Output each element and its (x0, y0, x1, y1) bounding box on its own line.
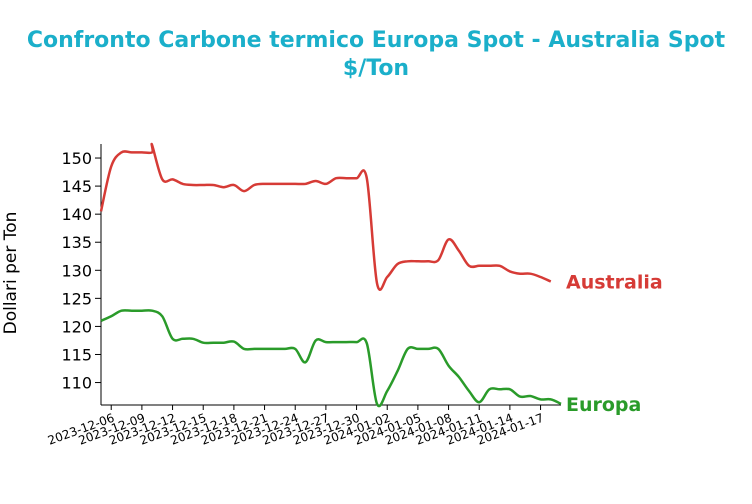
y-tick-label: 120 (61, 317, 92, 336)
y-tick-label: 125 (61, 289, 92, 308)
x-axis-ticks: 2023-12-062023-12-092023-12-122023-12-15… (46, 405, 546, 448)
y-tick-label: 140 (61, 205, 92, 224)
y-tick-label: 150 (61, 149, 92, 168)
series-label-europa: Europa (566, 394, 641, 416)
y-tick-label: 135 (61, 233, 92, 252)
series-label-australia: Australia (566, 272, 663, 294)
y-tick-label: 115 (61, 345, 92, 364)
y-tick-label: 130 (61, 261, 92, 280)
y-tick-label: 110 (61, 374, 92, 393)
y-axis-label: Dollari per Ton (1, 212, 21, 335)
y-axis-ticks: 110 115 120 125 130 135 140 145 150 (61, 149, 101, 393)
series-lines (99, 142, 562, 408)
chart-title: Confronto Carbone termico Europa Spot - … (27, 28, 726, 53)
chart-subtitle: $/Ton (343, 56, 409, 81)
series-labels: Australia Europa (566, 272, 663, 416)
series-line-europa (100, 309, 562, 408)
y-tick-label: 145 (61, 177, 92, 196)
series-line-australia (99, 142, 552, 291)
